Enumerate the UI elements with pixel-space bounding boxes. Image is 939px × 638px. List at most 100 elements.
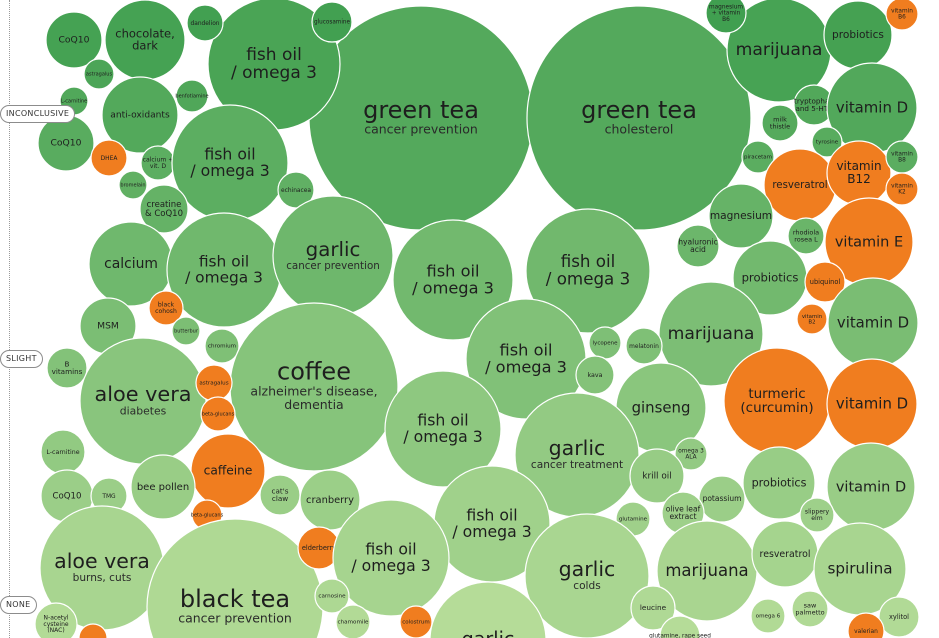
bubble-label: vitamin B2 [802, 314, 822, 326]
bubble-coffee-alzheimer-s-disease-dementia[interactable]: coffee alzheimer's disease, dementia [229, 302, 399, 472]
bubble-vitamin-d[interactable]: vitamin D [826, 358, 918, 450]
bubble-glutamine-rape-seed[interactable]: glutamine, rape seed [649, 615, 711, 638]
bubble-unnamed[interactable] [78, 623, 108, 638]
bubble-resveratrol[interactable]: resveratrol [763, 148, 837, 222]
bubble-bromelain[interactable]: bromelain [118, 170, 148, 200]
bubble-tyrosine[interactable]: tyrosine [811, 126, 843, 158]
bubble-l-carnitine[interactable]: L-carnitine [40, 429, 86, 475]
bubble-astragalus[interactable]: astragalus [195, 364, 233, 402]
bubble-hyaluronic-acid[interactable]: hyaluronic acid [676, 224, 720, 268]
bubble-kava[interactable]: kava [575, 355, 615, 395]
tier-label-inconclusive[interactable]: INCONCLUSIVE [0, 105, 76, 123]
bubble-vitamin-d[interactable]: vitamin D [827, 277, 919, 369]
bubble-black-cohosh[interactable]: black cohosh [148, 290, 184, 326]
bubble-krill-oil[interactable]: krill oil [629, 448, 685, 504]
bubble-marijuana[interactable]: marijuana [656, 520, 758, 622]
bubble-fish-oil-omega-3[interactable]: fish oil / omega 3 [392, 219, 514, 341]
bubble-label: ubiquinol [810, 278, 841, 286]
bubble-msm[interactable]: MSM [79, 297, 137, 355]
bubble-butterbur[interactable]: butterbur [171, 316, 201, 346]
bubble-vitamin-b12[interactable]: vitamin B12 [826, 140, 892, 206]
bubble-calcium-vit-d[interactable]: calcium + vit. D [140, 145, 176, 181]
bubble-slippery-elm[interactable]: slippery elm [799, 497, 835, 533]
bubble-garlic-cancer-prevention[interactable]: garlic cancer prevention [272, 195, 394, 317]
bubble-fish-oil-omega-3[interactable]: fish oil / omega 3 [384, 370, 502, 488]
bubble-leucine[interactable]: leucine [630, 585, 676, 631]
bubble-coq10[interactable]: CoQ10 [45, 11, 103, 69]
bubble-chromium[interactable]: chromium [204, 328, 240, 364]
bubble-elderberry[interactable]: elderberry [297, 526, 341, 570]
bubble-ubiquinol[interactable]: ubiquinol [804, 261, 846, 303]
bubble-omega-3-ala[interactable]: omega 3 ALA [674, 437, 708, 471]
bubble-resveratrol[interactable]: resveratrol [751, 520, 819, 588]
bubble-valerian[interactable]: valerian [847, 612, 885, 638]
bubble-vitamin-d[interactable]: vitamin D [826, 62, 918, 154]
bubble-garlic-cancer-treatment[interactable]: garlic cancer treatment [514, 392, 640, 518]
bubble-green-tea-cholesterol[interactable]: green tea cholesterol [526, 5, 752, 231]
bubble-fish-oil-omega-3[interactable]: fish oil / omega 3 [166, 212, 282, 328]
bubble-vitamin-e[interactable]: vitamin E [824, 197, 914, 287]
bubble-rhodiola-rosea-l[interactable]: rhodiola rosea L [787, 217, 825, 255]
bubble-aloe-vera-diabetes[interactable]: aloe vera diabetes [79, 337, 207, 465]
bubble-fish-oil-omega-3[interactable]: fish oil / omega 3 [525, 208, 651, 334]
bubble-label: green tea cholesterol [581, 96, 697, 137]
bubble-vitamin-d[interactable]: vitamin D [826, 442, 916, 532]
bubble-garlic-colds[interactable]: garlic colds [524, 513, 650, 638]
bubble-magnesium-vitamin-b6[interactable]: magnesium + vitamin B6 [705, 0, 747, 34]
bubble-piracetam[interactable]: piracetam [741, 140, 775, 174]
bubble-melatonin[interactable]: melatonin [625, 327, 663, 365]
bubble-omega-6[interactable]: omega 6 [750, 598, 786, 634]
bubble-probiotics[interactable]: probiotics [742, 446, 816, 520]
bubble-creatine-coq10[interactable]: creatine & CoQ10 [139, 184, 189, 234]
bubble-vitamin-b6[interactable]: vitamin B6 [885, 0, 919, 31]
bubble-aloe-vera-burns-cuts[interactable]: aloe vera burns, cuts [39, 505, 165, 631]
bubble-benfotiamine[interactable]: benfotiamine [175, 79, 209, 113]
bubble-label: anti-oxidants [110, 111, 170, 121]
bubble-label: saw palmetto [795, 602, 824, 617]
tier-label-none[interactable]: NONE [0, 596, 37, 614]
bubble-chocolate-dark[interactable]: chocolate, dark [104, 0, 186, 81]
bubble-vitamin-k2[interactable]: vitamin K2 [885, 172, 919, 206]
bubble-colostrum[interactable]: colostrum [399, 605, 433, 638]
bubble-glucosamine[interactable]: glucosamine [311, 1, 353, 43]
bubble-dandelion[interactable]: dandelion [186, 4, 224, 42]
bubble-astragalus[interactable]: astragalus [83, 58, 115, 90]
bubble-bee-pollen[interactable]: bee pollen [130, 454, 196, 520]
bubble-green-tea-cancer-prevention[interactable]: green tea cancer prevention [308, 5, 534, 231]
bubble-spirulina[interactable]: spirulina [813, 522, 907, 616]
bubble-calcium[interactable]: calcium [88, 221, 174, 307]
bubble-probiotics[interactable]: probiotics [823, 0, 893, 70]
bubble-cat-s-claw[interactable]: cat's claw [259, 474, 301, 516]
bubble-n-acetyl-cysteine-nac[interactable]: N-acetyl cysteine (NAC) [34, 602, 78, 638]
bubble-black-tea-cancer-prevention[interactable]: black tea cancer prevention [146, 518, 324, 638]
bubble-magnesium[interactable]: magnesium [708, 183, 774, 249]
bubble-vitamin-b2[interactable]: vitamin B2 [796, 303, 828, 335]
tier-label-slight[interactable]: SLIGHT [0, 350, 43, 368]
bubble-carnosine[interactable]: carnosine [314, 578, 350, 614]
bubble-anti-oxidants[interactable]: anti-oxidants [101, 76, 179, 154]
bubble-xylitol[interactable]: xylitol [878, 596, 920, 638]
bubble-potassium[interactable]: potassium [698, 475, 746, 523]
bubble-beta-glucans[interactable]: beta-glucans [200, 396, 236, 432]
bubble-label: vitamin B12 [836, 159, 881, 186]
bubble-turmeric-curcumin[interactable]: turmeric (curcumin) [723, 347, 831, 455]
bubble-fish-oil-omega-3[interactable]: fish oil / omega 3 [207, 0, 341, 131]
bubble-label: black cohosh [155, 302, 177, 315]
bubble-marijuana[interactable]: marijuana [658, 281, 764, 387]
bubble-coq10[interactable]: CoQ10 [37, 114, 95, 172]
bubble-garlic[interactable]: garlic [429, 581, 547, 638]
bubble-saw-palmetto[interactable]: saw palmetto [791, 590, 829, 628]
bubble-milk-thistle[interactable]: milk thistle [761, 104, 799, 142]
bubble-caffeine[interactable]: caffeine [190, 433, 266, 509]
bubble-fish-oil-omega-3[interactable]: fish oil / omega 3 [332, 499, 450, 617]
bubble-circle [575, 355, 615, 395]
bubble-dhea[interactable]: DHEA [90, 139, 128, 177]
bubble-vitamin-b8[interactable]: vitamin B8 [885, 140, 919, 174]
bubble-fish-oil-omega-3[interactable]: fish oil / omega 3 [171, 104, 289, 222]
bubble-chamomile[interactable]: chamomile [335, 604, 371, 638]
bubble-echinacea[interactable]: echinacea [277, 171, 315, 209]
bubble-lycopene[interactable]: lycopene [588, 326, 622, 360]
bubble-circle [811, 126, 843, 158]
